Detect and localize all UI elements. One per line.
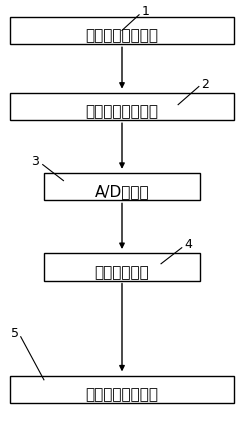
Bar (44, 173, 200, 200)
Text: 1: 1 (141, 5, 149, 18)
Text: 信号处理模块: 信号处理模块 (95, 265, 149, 280)
Text: 模拟信号采集装置: 模拟信号采集装置 (85, 104, 159, 119)
Bar (44, 253, 200, 281)
Text: 4: 4 (184, 238, 192, 251)
Text: 3: 3 (31, 155, 39, 168)
Text: 2: 2 (201, 78, 209, 91)
Text: 机器人的电控装置: 机器人的电控装置 (85, 387, 159, 402)
Bar (10, 93, 234, 120)
Text: 红外人体追踪装置: 红外人体追踪装置 (85, 28, 159, 43)
Bar (10, 17, 234, 44)
Bar (10, 376, 234, 403)
Text: A/D转换器: A/D转换器 (95, 184, 149, 200)
Text: 5: 5 (11, 327, 19, 340)
